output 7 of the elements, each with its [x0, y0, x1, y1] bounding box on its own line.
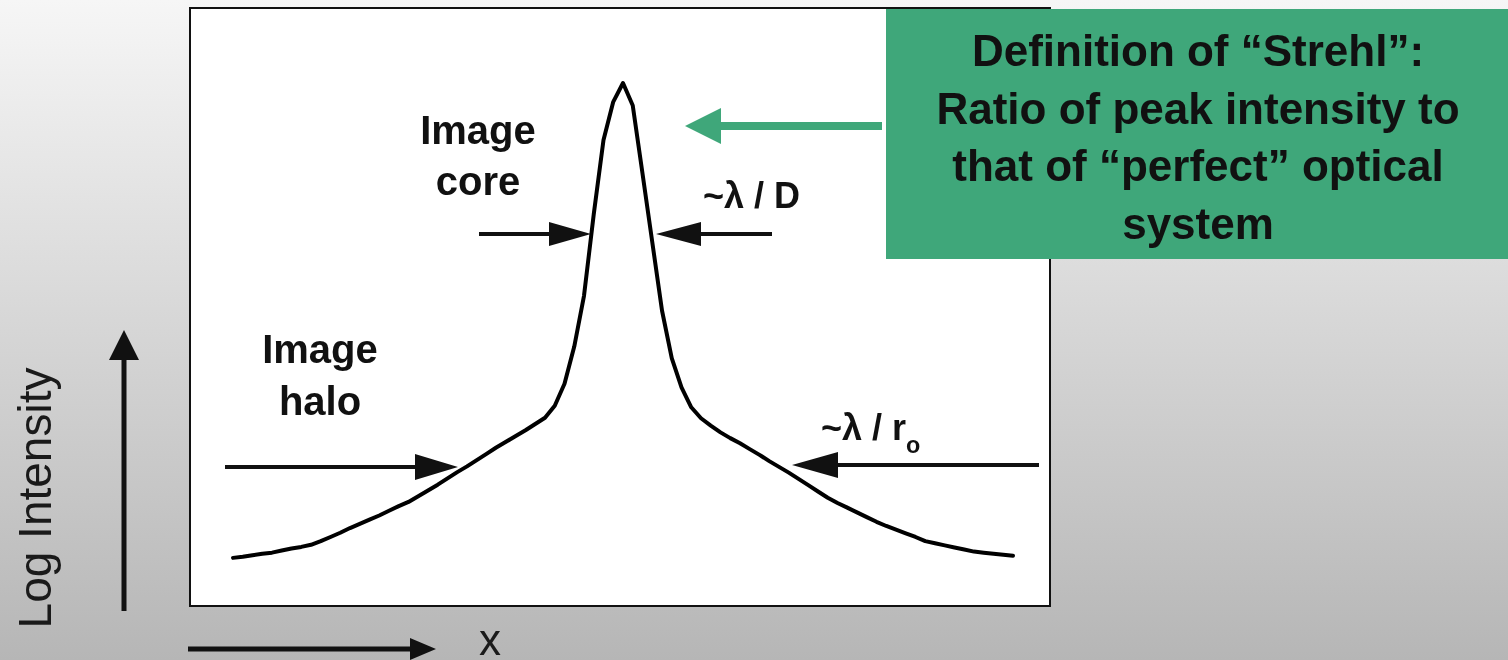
annotation: ~λ / r$_{o}$: [821, 407, 921, 458]
annotation: Image halo: [262, 327, 378, 423]
annotation: Definition of “Strehl”: Ratio of peak intensity to that of “perfect” optical system: [936, 26, 1460, 248]
annotation: ~λ / D: [703, 175, 801, 216]
annotation: Image core: [420, 108, 536, 203]
x-axis-title: x: [479, 615, 501, 660]
y-axis-title: Log Intensity: [9, 367, 61, 629]
